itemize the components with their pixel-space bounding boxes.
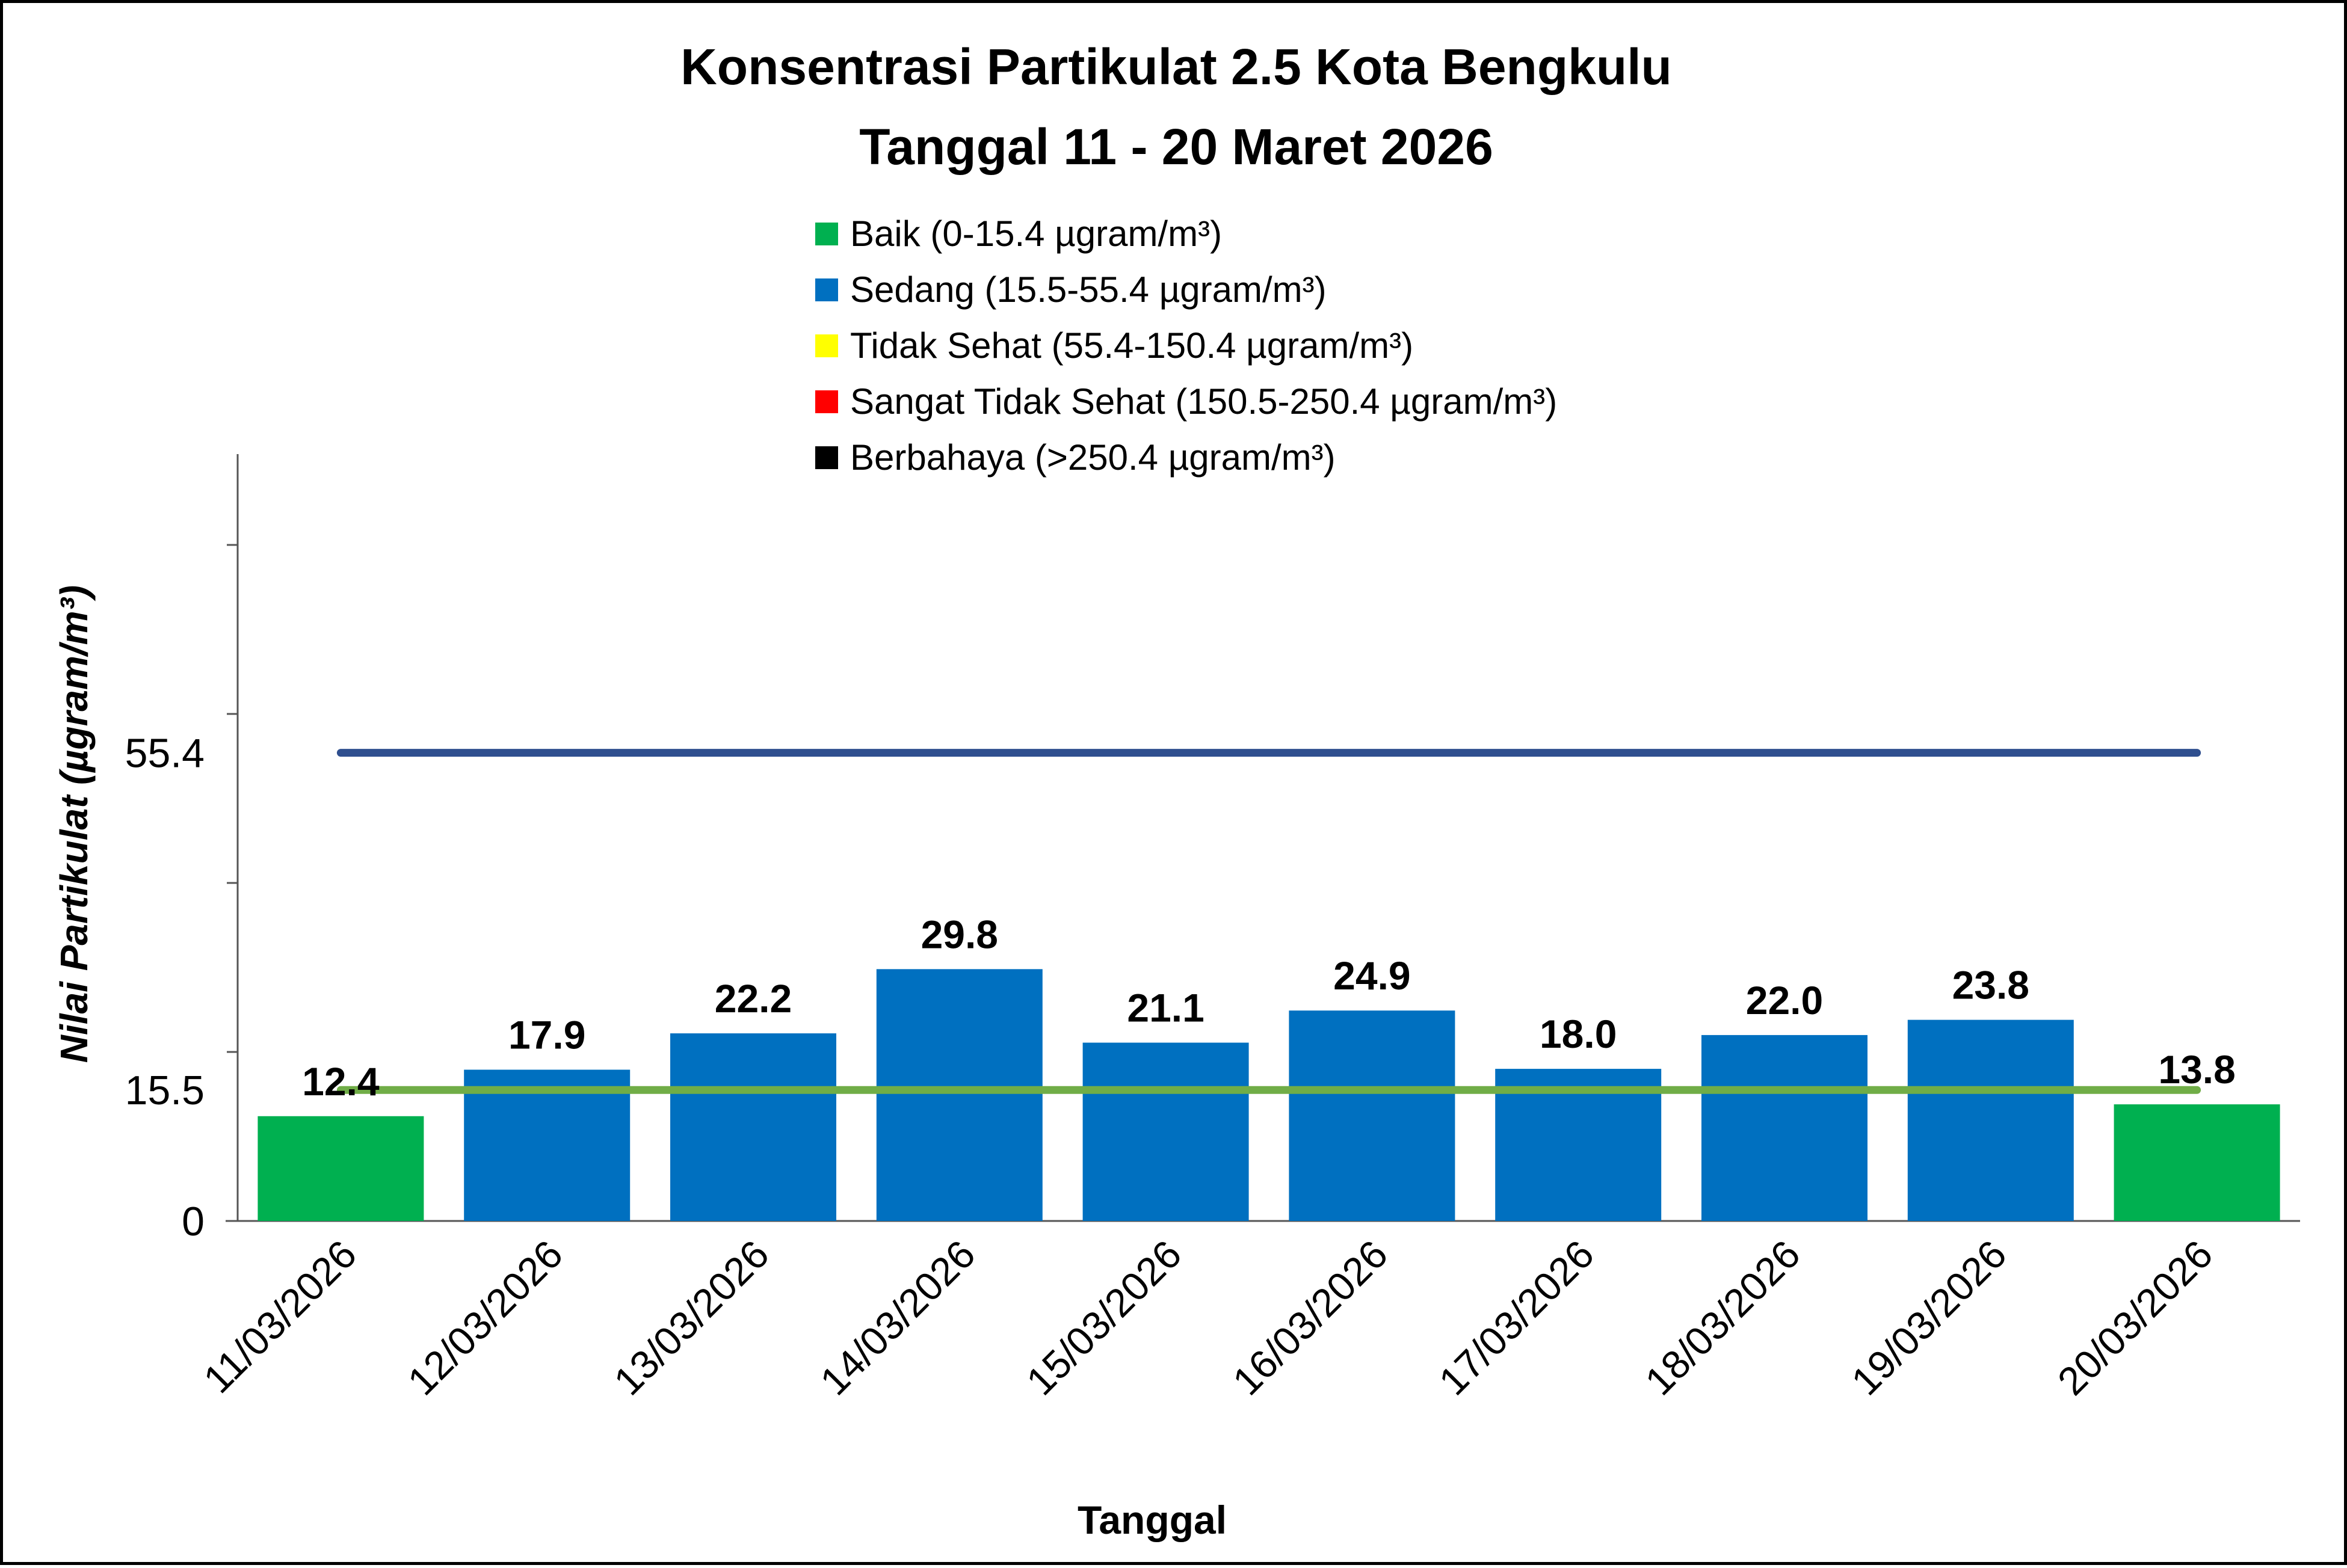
- x-tick-label: 18/03/2026: [1636, 1232, 1809, 1404]
- legend-label: Baik (0-15.4 µgram/m³): [850, 214, 1222, 254]
- bar: [1701, 1035, 1867, 1221]
- data-label: 22.2: [715, 976, 792, 1021]
- data-label: 18.0: [1540, 1012, 1617, 1056]
- legend-swatch: [815, 334, 838, 357]
- data-label: 22.0: [1746, 978, 1823, 1022]
- y-tick-label: 15.5: [125, 1068, 205, 1113]
- y-tick-label: 55.4: [125, 731, 205, 776]
- chart-subtitle: Tanggal 11 - 20 Maret 2026: [859, 118, 1493, 175]
- x-tick-label: 16/03/2026: [1224, 1232, 1396, 1404]
- bar: [1495, 1069, 1662, 1221]
- data-label: 12.4: [302, 1059, 380, 1104]
- data-label: 23.8: [1952, 963, 2029, 1007]
- x-tick-label: 17/03/2026: [1430, 1232, 1602, 1404]
- legend-swatch: [815, 446, 838, 469]
- data-label: 13.8: [2158, 1047, 2235, 1092]
- bar: [258, 1116, 424, 1221]
- legend-label: Berbahaya (>250.4 µgram/m³): [850, 437, 1336, 478]
- legend-swatch: [815, 390, 838, 413]
- bar: [670, 1033, 836, 1221]
- legend-label: Sedang (15.5-55.4 µgram/m³): [850, 269, 1327, 310]
- data-label: 29.8: [921, 912, 998, 956]
- legend-swatch: [815, 278, 838, 301]
- legend-swatch: [815, 223, 838, 245]
- bar: [876, 969, 1043, 1221]
- legend: Baik (0-15.4 µgram/m³) Sedang (15.5-55.4 …: [815, 214, 1557, 478]
- legend-label: Sangat Tidak Sehat (150.5-250.4 µgram/m³…: [850, 381, 1557, 422]
- x-tick-label: 15/03/2026: [1018, 1232, 1190, 1404]
- x-axis-title: Tanggal: [1078, 1498, 1227, 1542]
- data-label: 24.9: [1333, 953, 1410, 998]
- bar: [1082, 1042, 1249, 1221]
- legend-label: Tidak Sehat (55.4-150.4 µgram/m³): [850, 325, 1413, 366]
- x-tick-label: 19/03/2026: [1843, 1232, 2015, 1404]
- chart-title: Konsentrasi Partikulat 2.5 Kota Bengkulu: [680, 38, 1672, 95]
- chart-svg: Konsentrasi Partikulat 2.5 Kota Bengkulu…: [52, 38, 2300, 1542]
- x-tick-label: 13/03/2026: [605, 1232, 777, 1404]
- data-label: 21.1: [1127, 986, 1204, 1030]
- y-tick-label: 0: [182, 1199, 205, 1244]
- x-tick-label: 11/03/2026: [195, 1232, 365, 1401]
- y-axis-title: Nilai Partikulat (µgram/m³): [52, 585, 96, 1063]
- bar: [464, 1069, 631, 1221]
- x-tick-label: 20/03/2026: [2049, 1232, 2221, 1404]
- x-tick-label: 12/03/2026: [399, 1232, 571, 1404]
- bar: [2114, 1104, 2280, 1221]
- data-label: 17.9: [508, 1013, 585, 1057]
- bar: [1289, 1010, 1455, 1221]
- bar: [1907, 1019, 2074, 1221]
- x-tick-label: 14/03/2026: [812, 1232, 984, 1404]
